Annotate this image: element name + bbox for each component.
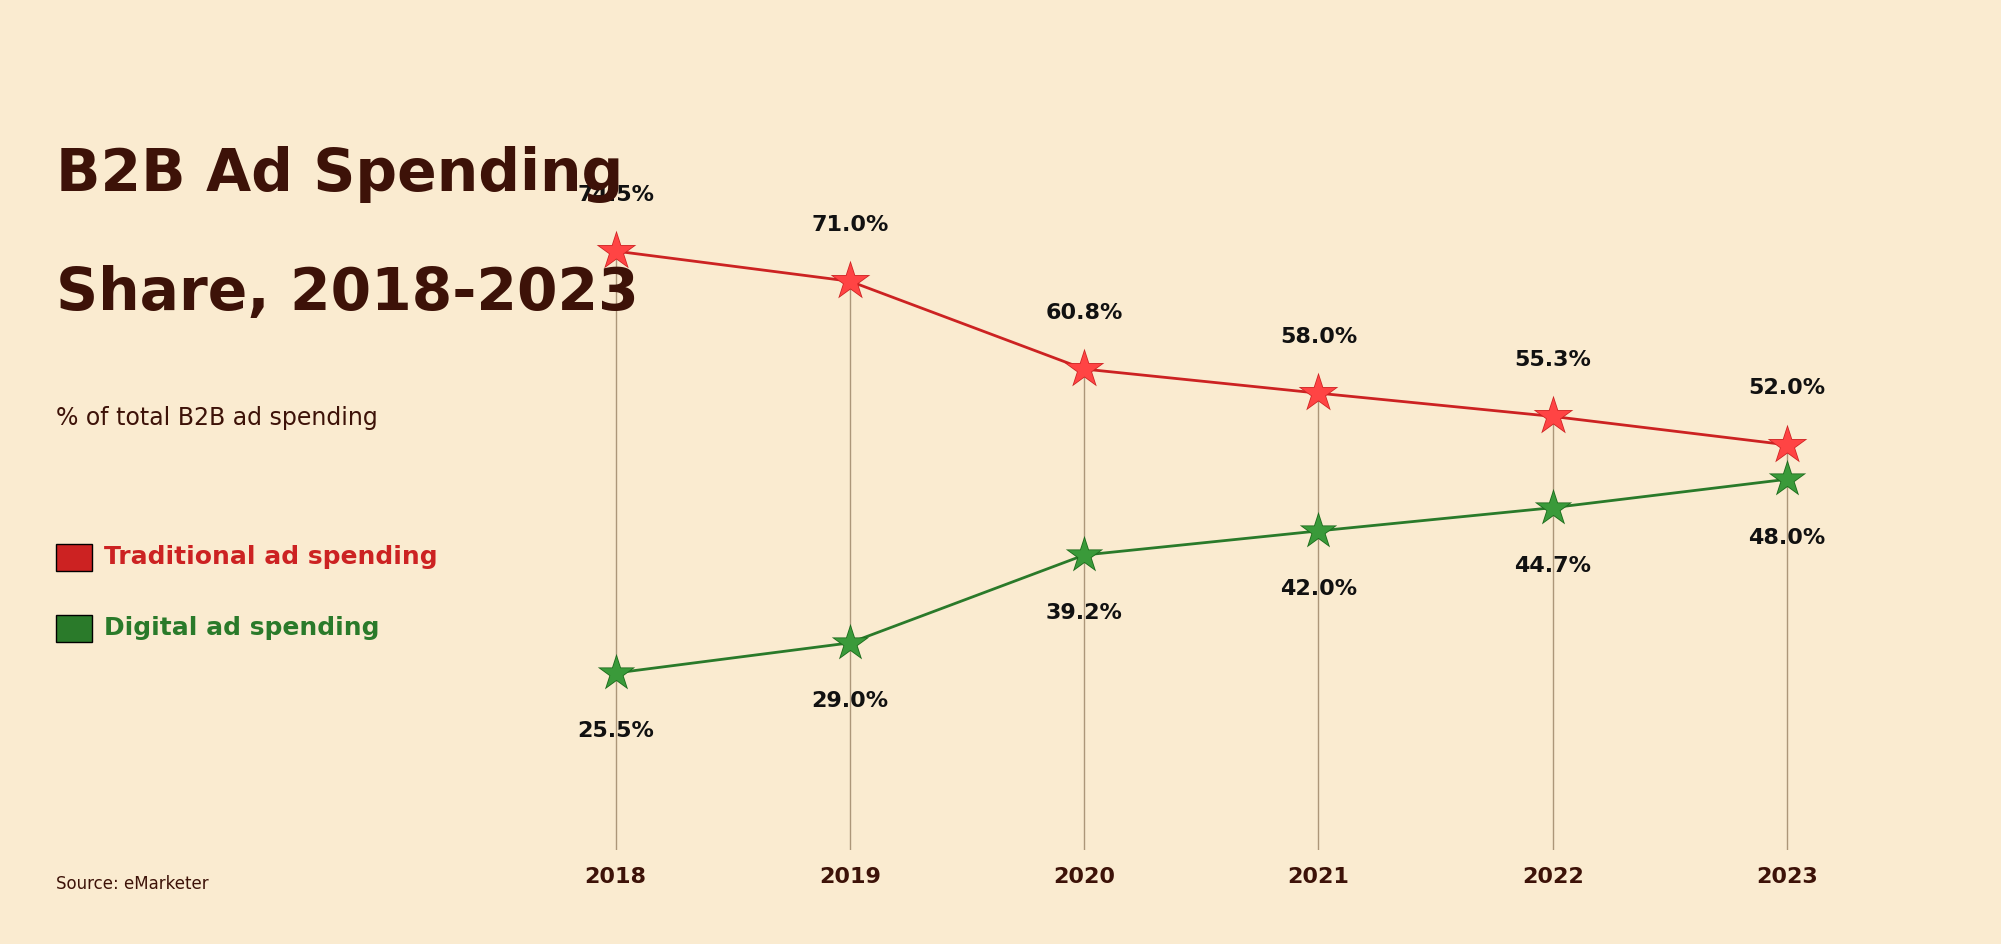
Text: 25.5%: 25.5% [576, 720, 654, 740]
Point [1303, 524, 1335, 539]
Point [600, 244, 632, 260]
Text: % of total B2B ad spending: % of total B2B ad spending [56, 406, 378, 430]
Text: Traditional ad spending: Traditional ad spending [104, 545, 438, 568]
Point [834, 635, 866, 650]
Point [1771, 438, 1803, 453]
Point [1771, 472, 1803, 487]
Point [1771, 472, 1803, 487]
Point [600, 666, 632, 681]
Point [1303, 386, 1335, 401]
Point [1069, 362, 1101, 378]
Point [1069, 548, 1101, 563]
Text: 55.3%: 55.3% [1515, 349, 1591, 370]
Text: 52.0%: 52.0% [1749, 379, 1825, 398]
Text: Source: eMarketer: Source: eMarketer [56, 874, 208, 892]
Text: 60.8%: 60.8% [1045, 302, 1123, 322]
Point [1537, 410, 1569, 425]
Point [1303, 386, 1335, 401]
Point [1771, 438, 1803, 453]
Text: 44.7%: 44.7% [1515, 555, 1591, 576]
Text: 74.5%: 74.5% [576, 185, 654, 205]
Text: 48.0%: 48.0% [1749, 527, 1825, 547]
Point [1537, 500, 1569, 515]
Text: 71.0%: 71.0% [810, 214, 888, 235]
Point [1069, 362, 1101, 378]
Point [1537, 410, 1569, 425]
Point [834, 275, 866, 290]
Point [600, 666, 632, 681]
Text: 42.0%: 42.0% [1281, 579, 1357, 598]
Text: Digital ad spending: Digital ad spending [104, 615, 380, 639]
Text: B2B Ad Spending: B2B Ad Spending [56, 146, 622, 203]
Text: Share, 2018-2023: Share, 2018-2023 [56, 264, 638, 321]
Point [1069, 548, 1101, 563]
Text: 29.0%: 29.0% [810, 690, 888, 711]
Text: 39.2%: 39.2% [1047, 603, 1123, 623]
Point [834, 275, 866, 290]
Point [1303, 524, 1335, 539]
Text: 58.0%: 58.0% [1281, 327, 1357, 346]
Point [1537, 500, 1569, 515]
Point [834, 635, 866, 650]
Point [600, 244, 632, 260]
